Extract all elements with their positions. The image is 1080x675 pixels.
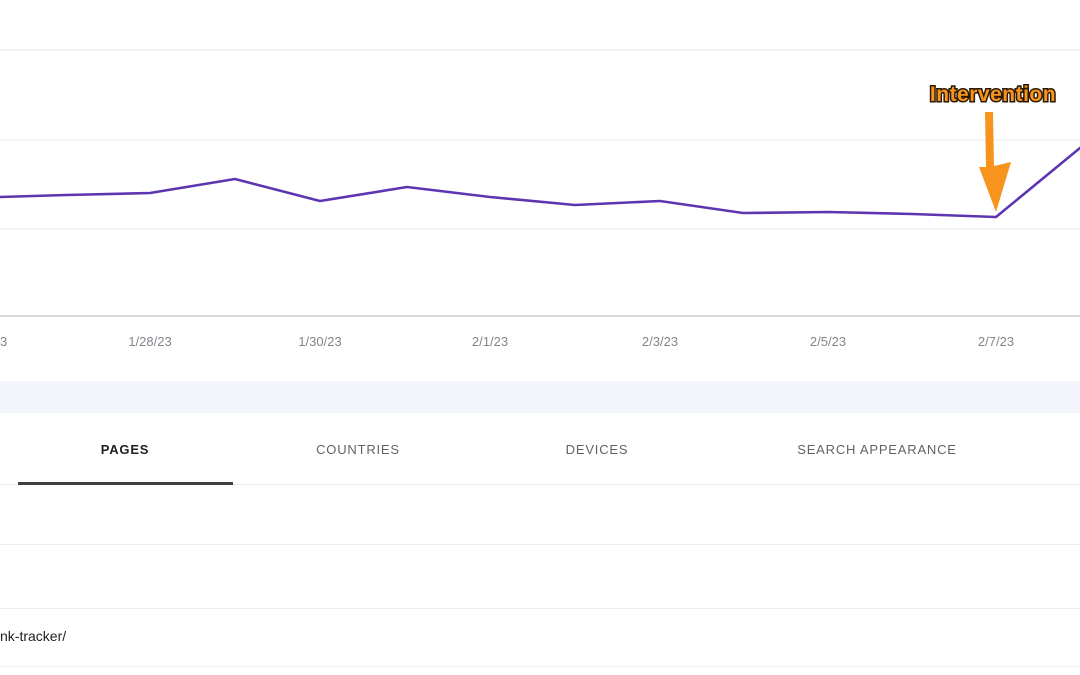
intervention-arrow-icon xyxy=(979,112,1011,212)
x-axis-label: 2/7/23 xyxy=(977,334,1015,349)
x-axis-label: 2/3/23 xyxy=(641,334,679,349)
table-divider xyxy=(0,666,1080,667)
chart-footer-band xyxy=(0,381,1080,413)
tab-countries[interactable]: COUNTRIES xyxy=(316,442,400,457)
active-tab-underline xyxy=(18,482,233,485)
x-axis-label: 1/28/23 xyxy=(128,334,172,349)
intervention-label: Intervention xyxy=(930,83,1056,106)
x-axis-label: 1/30/23 xyxy=(298,334,342,349)
metric-line xyxy=(0,146,1080,219)
performance-chart-svg[interactable]: Intervention xyxy=(0,0,1080,380)
tab-search-appearance[interactable]: SEARCH APPEARANCE xyxy=(797,442,957,457)
table-divider xyxy=(0,608,1080,609)
x-axis-label: 3 xyxy=(0,334,8,349)
table-divider xyxy=(0,544,1080,545)
table-row-page-url[interactable]: nk-tracker/ xyxy=(0,628,67,644)
tabs-bottom-border xyxy=(0,484,1080,485)
tab-pages[interactable]: PAGES xyxy=(100,442,150,457)
x-axis-label: 2/5/23 xyxy=(809,334,847,349)
tab-devices[interactable]: DEVICES xyxy=(565,442,629,457)
x-axis-label: 2/1/23 xyxy=(471,334,509,349)
